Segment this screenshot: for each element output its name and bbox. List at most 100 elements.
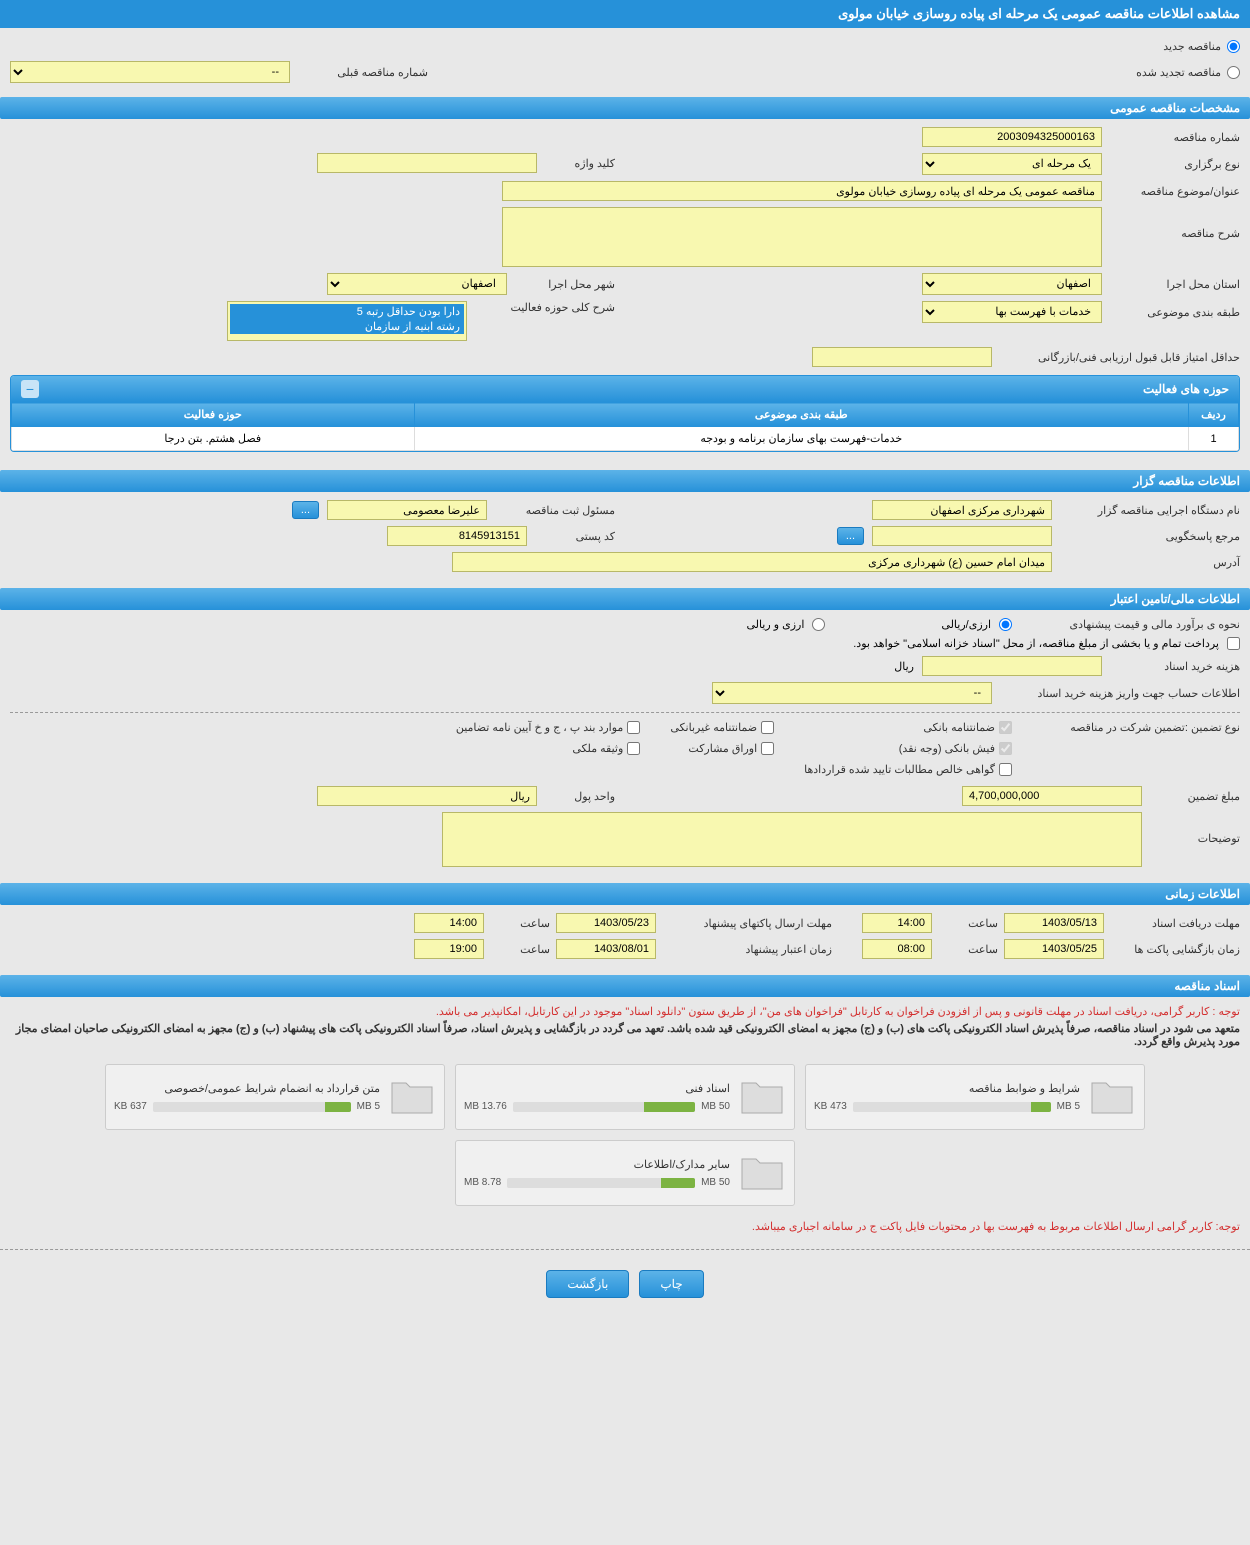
- forex-radio[interactable]: [812, 618, 825, 631]
- g3-checkbox[interactable]: [627, 721, 640, 734]
- file1-used: 473 KB: [814, 1101, 847, 1112]
- address-input[interactable]: [452, 552, 1052, 572]
- scope-item-1[interactable]: دارا بودن حداقل رتبه 5: [230, 304, 464, 319]
- print-button[interactable]: چاپ: [639, 1270, 703, 1298]
- registrar-input[interactable]: [327, 500, 487, 520]
- response-more-button[interactable]: ...: [837, 527, 864, 545]
- file2-title: اسناد فنی: [464, 1082, 730, 1095]
- receive-date-input[interactable]: [1004, 913, 1104, 933]
- renewed-row: مناقصه تجدید شده شماره مناقصه قبلی --: [10, 57, 1240, 87]
- time-word-2: ساعت: [490, 917, 550, 930]
- opening-date-input[interactable]: [1004, 939, 1104, 959]
- file-card-4[interactable]: سایر مدارک/اطلاعات 50 MB 8.78 MB: [455, 1140, 795, 1206]
- remarks-textarea[interactable]: [442, 812, 1142, 867]
- send-date-input[interactable]: [556, 913, 656, 933]
- file3-max: 5 MB: [357, 1101, 380, 1112]
- table-row: 1 خدمات-فهرست بهای سازمان برنامه و بودجه…: [12, 427, 1239, 451]
- response-ref-label: مرجع پاسخگویی: [1060, 530, 1240, 543]
- account-info-label: اطلاعات حساب جهت واریز هزینه خرید اسناد: [1000, 687, 1240, 700]
- renewed-tender-radio[interactable]: [1227, 66, 1240, 79]
- section-general-spec: مشخصات مناقصه عمومی: [0, 97, 1250, 119]
- opening-label: زمان بازگشایی پاکت ها: [1110, 943, 1240, 956]
- validity-date-input[interactable]: [556, 939, 656, 959]
- file4-max: 50 MB: [701, 1177, 730, 1188]
- section-time: اطلاعات زمانی: [0, 883, 1250, 905]
- folder-icon: [1088, 1073, 1136, 1121]
- payment-checkbox[interactable]: [1227, 637, 1240, 650]
- col-activity-header: حوزه فعالیت: [12, 403, 415, 427]
- col-row-header: ردیف: [1189, 403, 1239, 427]
- response-ref-input[interactable]: [872, 526, 1052, 546]
- type-select[interactable]: یک مرحله ای: [922, 153, 1102, 175]
- registrar-label: مسئول ثبت مناقصه: [495, 504, 615, 517]
- g7-label: گواهی خالص مطالبات تایید شده قراردادها: [804, 763, 995, 776]
- file4-progress: [661, 1178, 695, 1188]
- org-name-input[interactable]: [872, 500, 1052, 520]
- registrar-more-button[interactable]: ...: [292, 501, 319, 519]
- folder-icon: [388, 1073, 436, 1121]
- divider: [10, 712, 1240, 713]
- new-tender-radio[interactable]: [1227, 40, 1240, 53]
- g1-checkbox[interactable]: [999, 721, 1012, 734]
- min-score-label: حداقل امتیاز قابل قبول ارزیابی فنی/بازرگ…: [1000, 351, 1240, 364]
- file-card-2[interactable]: اسناد فنی 50 MB 13.76 MB: [455, 1064, 795, 1130]
- purchase-cost-input[interactable]: [922, 656, 1102, 676]
- tender-type-radios: مناقصه جدید: [10, 36, 1240, 57]
- section-org-info: اطلاعات مناقصه گزار: [0, 470, 1250, 492]
- account-select[interactable]: --: [712, 682, 992, 704]
- guarantee-amount-input[interactable]: [962, 786, 1142, 806]
- min-score-input[interactable]: [812, 347, 992, 367]
- new-tender-label: مناقصه جدید: [1163, 40, 1221, 53]
- tender-no-input[interactable]: [922, 127, 1102, 147]
- g4-checkbox[interactable]: [999, 742, 1012, 755]
- purchase-cost-label: هزینه خرید اسناد: [1110, 660, 1240, 673]
- currency-unit-label: واحد پول: [545, 790, 615, 803]
- file4-used: 8.78 MB: [464, 1177, 501, 1188]
- city-select[interactable]: اصفهان: [327, 273, 507, 295]
- rial-label: ارزی/ریالی: [941, 618, 991, 631]
- province-select[interactable]: اصفهان: [922, 273, 1102, 295]
- prev-tender-select[interactable]: --: [10, 61, 290, 83]
- validity-time-input[interactable]: [414, 939, 484, 959]
- time-word-4: ساعت: [490, 943, 550, 956]
- docs-note-2: متعهد می شود در اسناد مناقصه، صرفاً پذیر…: [10, 1022, 1240, 1048]
- file3-used: 637 KB: [114, 1101, 147, 1112]
- keyword-input[interactable]: [317, 153, 537, 173]
- file2-progress: [644, 1102, 695, 1112]
- g6-checkbox[interactable]: [627, 742, 640, 755]
- currency-unit-input[interactable]: [317, 786, 537, 806]
- opening-time-input[interactable]: [862, 939, 932, 959]
- g2-checkbox[interactable]: [761, 721, 774, 734]
- currency-rial: ریال: [894, 660, 914, 673]
- g1-label: ضمانتنامه بانکی: [923, 721, 995, 734]
- desc-label: شرح مناقصه: [1110, 207, 1240, 240]
- folder-icon: [738, 1149, 786, 1197]
- file-card-3[interactable]: متن قرارداد به انضمام شرایط عمومی/خصوصی …: [105, 1064, 445, 1130]
- desc-textarea[interactable]: [502, 207, 1102, 267]
- collapse-icon[interactable]: −: [21, 380, 39, 398]
- g5-checkbox[interactable]: [761, 742, 774, 755]
- remarks-label: توضیحات: [1150, 812, 1240, 845]
- file1-title: شرایط و ضوابط مناقصه: [814, 1082, 1080, 1095]
- back-button[interactable]: بازگشت: [546, 1270, 629, 1298]
- time-word-3: ساعت: [938, 943, 998, 956]
- receive-time-input[interactable]: [862, 913, 932, 933]
- rial-radio[interactable]: [999, 618, 1012, 631]
- org-name-label: نام دستگاه اجرایی مناقصه گزار: [1060, 504, 1240, 517]
- col-category-header: طبقه بندی موضوعی: [414, 403, 1188, 427]
- postal-input[interactable]: [387, 526, 527, 546]
- docs-note-1: توجه : کاربر گرامی، دریافت اسناد در مهلت…: [10, 1005, 1240, 1018]
- receive-deadline-label: مهلت دریافت اسناد: [1110, 917, 1240, 930]
- activity-scope-listbox[interactable]: دارا بودن حداقل رتبه 5 رشته ابنیه از ساز…: [227, 301, 467, 341]
- file-card-1[interactable]: شرایط و ضوابط مناقصه 5 MB 473 KB: [805, 1064, 1145, 1130]
- send-time-input[interactable]: [414, 913, 484, 933]
- g3-label: موارد بند پ ، ج و خ آیین نامه تضامین: [456, 721, 623, 734]
- folder-icon: [738, 1073, 786, 1121]
- bottom-note: توجه: کاربر گرامی ارسال اطلاعات مربوط به…: [10, 1220, 1240, 1233]
- scope-item-2[interactable]: رشته ابنیه از سازمان: [230, 319, 464, 334]
- guarantee-type-label: نوع تضمین :تضمین شرکت در مناقصه: [1020, 721, 1240, 734]
- subject-input[interactable]: [502, 181, 1102, 201]
- section-docs: اسناد مناقصه: [0, 975, 1250, 997]
- g7-checkbox[interactable]: [999, 763, 1012, 776]
- category-select[interactable]: خدمات با فهرست بها: [922, 301, 1102, 323]
